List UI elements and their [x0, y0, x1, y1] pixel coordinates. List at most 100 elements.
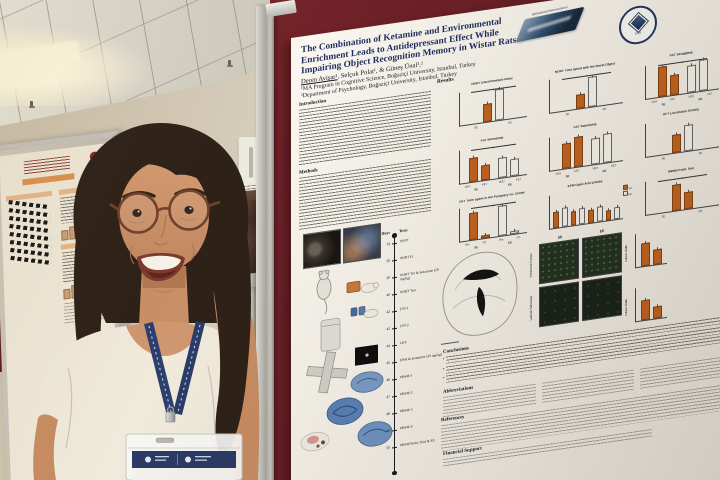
face: [104, 151, 221, 293]
hair-fringe: [118, 151, 217, 194]
histology-grid: SE EE Prefrontal Cortex Lateral Habenula: [527, 226, 623, 340]
timeline-day: 40: [386, 292, 390, 298]
timeline-day: 49: [386, 428, 390, 434]
histology-row-label-2: Lateral Habenula: [529, 295, 533, 321]
timeline-day: 14: [386, 241, 390, 247]
lanyard-text: [148, 324, 201, 413]
cfos-chart: c-Fos+ Cells: [625, 221, 671, 280]
timeline-day: 45: [386, 360, 390, 366]
rat-illustration: [316, 269, 332, 315]
timeline-day: 46: [386, 377, 390, 383]
chart-bar: [698, 58, 708, 92]
timeline-day: 43: [386, 326, 390, 332]
timeline-day: 47: [386, 394, 390, 400]
chart-bar: [570, 211, 577, 226]
micrograph-lhb-ee: [582, 275, 622, 322]
chart-bar: [684, 123, 693, 152]
badge-header: [132, 451, 236, 468]
chart-bar: [576, 93, 585, 109]
chart-bar: [657, 66, 667, 98]
chart-bar: [590, 137, 600, 165]
chart-title: c-Fos+ Cells: [625, 245, 628, 263]
timeline-day: 42: [386, 309, 390, 315]
timeline-days-label: Days: [381, 229, 390, 236]
chart-legend: SE EE: [623, 184, 632, 197]
chart-bar: [684, 190, 693, 210]
research-poster: The Combination of Ketamine and Environm…: [291, 0, 720, 480]
chart-bar: [605, 209, 612, 221]
histology-row-label-1: Prefrontal Cortex: [529, 253, 533, 278]
badge-logo-icon: [145, 456, 151, 463]
timeline-tests-label: Tests: [399, 227, 408, 234]
chart-bar: [653, 248, 662, 265]
chart-bar: [669, 73, 679, 96]
brick-and-rat-illustration: [346, 280, 379, 294]
chart-bar: [480, 234, 490, 239]
chart-bar: [686, 64, 696, 94]
timeline-day: 30: [386, 275, 390, 281]
chart-bar: [573, 135, 583, 168]
chart-bar: [614, 206, 620, 220]
timeline-day: 28: [386, 258, 390, 264]
chart-plot: [635, 229, 667, 269]
chart-bar: [641, 242, 650, 267]
chart-bar: [641, 299, 650, 321]
arm: [33, 414, 58, 480]
timeline-day: 50: [386, 445, 390, 451]
lanyard: [144, 321, 205, 423]
university-seal-icon: 1863: [619, 3, 657, 47]
chart-bar: [561, 142, 571, 170]
light-glow: [0, 26, 150, 106]
nose: [153, 214, 168, 246]
chart-bar: [509, 230, 519, 235]
chart-bar: [561, 207, 568, 227]
chart-title: c-Fos+ Cells: [625, 299, 628, 317]
chart-bar: [497, 156, 507, 179]
glasses: [109, 189, 221, 234]
badge-slot: [155, 437, 175, 443]
chart-bar: [468, 212, 478, 241]
chart-bar: [480, 164, 490, 181]
smile: [137, 253, 185, 282]
brain-atlas-diagram: [441, 251, 518, 345]
micrograph-lhb-se: [539, 281, 579, 328]
timeline-day: 48: [386, 411, 390, 417]
jar-illustration: [320, 317, 341, 352]
ceiling: [0, 0, 278, 126]
chart-bar: [483, 102, 492, 123]
board-frame-pole: [256, 6, 274, 480]
sprinkler-icon: [226, 60, 233, 67]
chart-plot: [635, 283, 667, 323]
objects-and-rat-illustration: [350, 306, 379, 318]
chart-bar: [602, 132, 612, 164]
timeline-test: NSFT: [400, 238, 409, 244]
chart-bar: [653, 305, 662, 319]
chart-bar: [596, 206, 603, 222]
chart-bar: [672, 183, 681, 212]
chart-bar: [579, 207, 585, 225]
presenter: [33, 122, 260, 480]
results-charts: NORT Discrimination Index * SE EE NORT Time …: [447, 45, 720, 260]
chart-bar: [588, 76, 597, 108]
conference-badge: [125, 433, 243, 480]
results-heading: Results: [437, 76, 454, 85]
chart-bar: [495, 87, 504, 121]
neck: [139, 266, 189, 326]
lab-logo: Behavioral Neuroscience: [515, 4, 585, 52]
badge-logo-icon: [185, 456, 191, 463]
chart-bar: [509, 158, 519, 177]
chart-bar: [468, 157, 478, 183]
chart-bar: [672, 133, 681, 154]
chart-bar: [588, 209, 594, 224]
lanyard-clip-icon: [165, 411, 176, 423]
dissection-illustration: [300, 431, 330, 452]
sprinkler-icon: [28, 101, 35, 108]
seal-diamond: [628, 12, 648, 32]
elevated-plus-maze-illustration: [306, 351, 349, 394]
chart-bar: [553, 210, 559, 229]
chart-bar: [497, 205, 507, 237]
timeline-day: 44: [386, 343, 390, 349]
micrograph-pfc-se: [539, 238, 579, 285]
micrograph-pfc-ee: [582, 232, 622, 279]
